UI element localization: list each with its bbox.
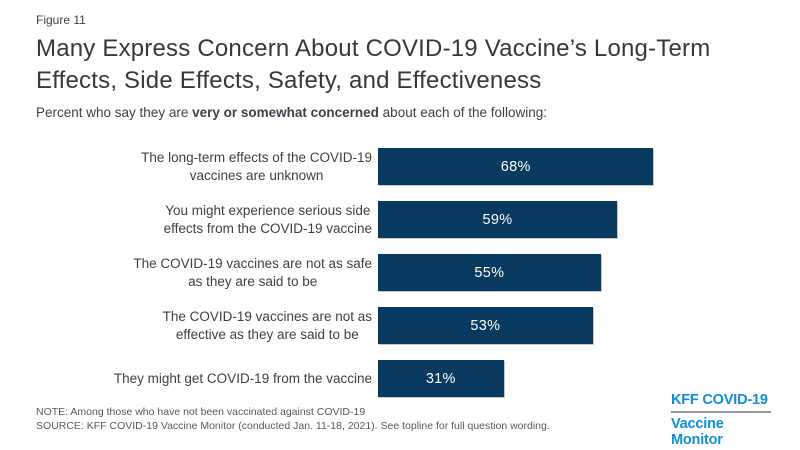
- bar-value-label: 59%: [482, 211, 513, 228]
- bar-category-cell: The COVID-19 vaccines are not as safe as…: [36, 255, 372, 291]
- chart-row: They might get COVID-19 from the vaccine…: [36, 360, 783, 397]
- chart-title: Many Express Concern About COVID-19 Vacc…: [36, 35, 711, 94]
- bar-category-cell: You might experience serious side effect…: [36, 202, 372, 238]
- chart-row: The COVID-19 vaccines are not as effecti…: [36, 307, 783, 344]
- bar-category-cell: The long-term effects of the COVID-19 va…: [36, 149, 372, 185]
- bar-category-label: The long-term effects of the COVID-19 va…: [141, 149, 372, 183]
- bar-track: 31%: [378, 360, 783, 397]
- bar-category-label: The COVID-19 vaccines are not as safe as…: [133, 255, 372, 289]
- chart-row: You might experience serious side effect…: [36, 201, 783, 238]
- chart-subtitle: Percent who say they are very or somewha…: [36, 105, 547, 120]
- bar-track: 59%: [378, 201, 783, 238]
- bar-chart: The long-term effects of the COVID-19 va…: [36, 148, 783, 413]
- subtitle-bold-phrase: very or somewhat concerned: [192, 105, 379, 120]
- bar: 53%: [378, 307, 593, 344]
- logo-line1: KFF COVID-19: [671, 392, 771, 413]
- bar-value-label: 55%: [474, 264, 505, 281]
- chart-row: The COVID-19 vaccines are not as safe as…: [36, 254, 783, 291]
- bar-value-label: 53%: [470, 317, 501, 334]
- footnotes: NOTE: Among those who have not been vacc…: [36, 406, 550, 433]
- bar: 55%: [378, 254, 601, 291]
- bar-category-cell: They might get COVID-19 from the vaccine: [36, 370, 372, 388]
- bar-track: 53%: [378, 307, 783, 344]
- bar: 31%: [378, 360, 504, 397]
- note-line: NOTE: Among those who have not been vacc…: [36, 406, 366, 418]
- bar: 59%: [378, 201, 617, 238]
- bar-category-label: They might get COVID-19 from the vaccine: [113, 370, 372, 386]
- bar-category-label: You might experience serious side effect…: [163, 202, 372, 236]
- kff-vaccine-monitor-logo: KFF COVID-19 Vaccine Monitor: [671, 392, 771, 448]
- bar-category-cell: The COVID-19 vaccines are not as effecti…: [36, 308, 372, 344]
- bar-category-label: The COVID-19 vaccines are not as effecti…: [162, 308, 372, 342]
- bar-value-label: 68%: [500, 158, 531, 175]
- bar-value-label: 31%: [425, 370, 456, 387]
- source-line: SOURCE: KFF COVID-19 Vaccine Monitor (co…: [36, 419, 550, 432]
- bar: 68%: [378, 148, 654, 185]
- bar-track: 55%: [378, 254, 783, 291]
- subtitle-suffix: about each of the following:: [378, 105, 548, 120]
- chart-row: The long-term effects of the COVID-19 va…: [36, 148, 783, 185]
- bar-track: 68%: [378, 148, 783, 185]
- subtitle-prefix: Percent who say they are: [36, 105, 193, 120]
- logo-line2: Vaccine Monitor: [671, 416, 724, 448]
- figure-number: Figure 11: [36, 13, 86, 27]
